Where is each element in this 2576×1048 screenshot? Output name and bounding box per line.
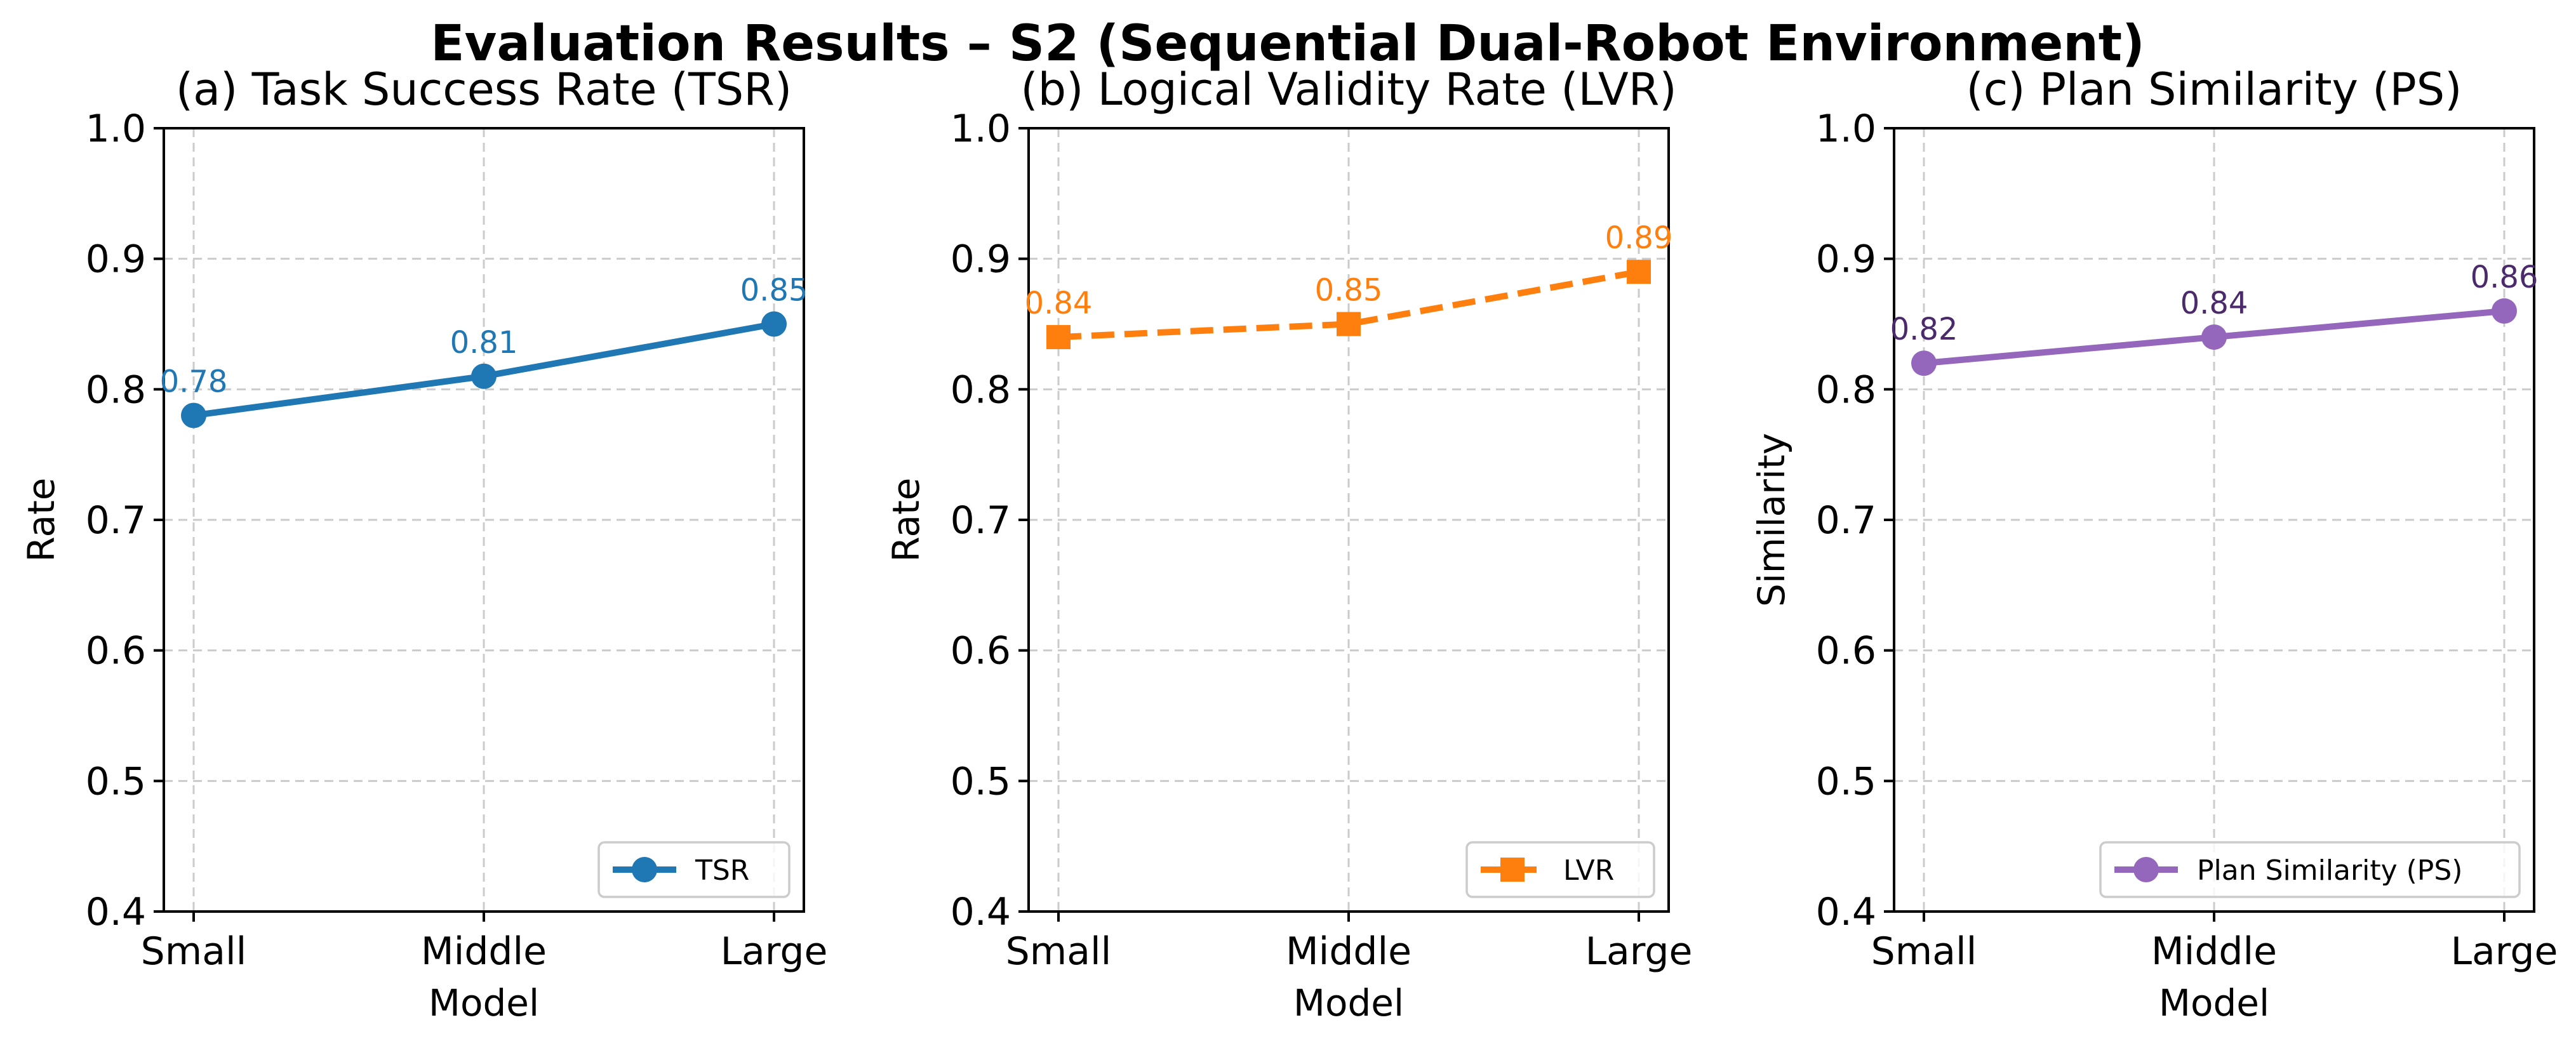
x-tick-label: Small: [1871, 929, 1977, 974]
y-axis-label: Rate: [884, 478, 928, 562]
x-tick-label: Middle: [421, 929, 547, 974]
legend-box: [597, 841, 791, 898]
chart-panel-2: 0.4 0.5 0.6 0.7 0.8 0.9 1.0 Small Middle Large (c)…: [1750, 63, 2558, 1025]
chart-panel-1: 0.4 0.5 0.6 0.7 0.8 0.9 1.0 Small Middle Large (b)…: [884, 63, 1692, 1025]
data-label: 0.84: [2180, 286, 2248, 321]
chart-title: (a) Task Success Rate (TSR): [176, 63, 792, 116]
data-label: 0.82: [1890, 312, 1958, 347]
series-0: 0.84 0.85 0.89: [1025, 220, 1673, 350]
legend-box: [2099, 841, 2521, 898]
data-label: 0.89: [1605, 220, 1673, 256]
y-tick-label: 0.6: [1816, 629, 1876, 673]
y-tick-label: 0.6: [951, 629, 1011, 673]
legend-box: [1465, 841, 1655, 898]
data-point: [181, 402, 206, 428]
data-label: 0.85: [1315, 273, 1383, 308]
y-tick-label: 0.7: [951, 498, 1011, 543]
x-tick-label: Middle: [2151, 929, 2277, 974]
legend-marker: [1500, 858, 1525, 882]
legend-label: Plan Similarity (PS): [2197, 854, 2462, 887]
y-tick-label: 0.9: [1816, 237, 1876, 282]
y-tick-label: 0.9: [951, 237, 1011, 282]
x-axis-label: Model: [429, 981, 539, 1025]
legend: LVR: [1465, 841, 1655, 898]
x-tick-label: Large: [721, 929, 828, 974]
x-axis-label: Model: [1293, 981, 1404, 1025]
y-axis-label: Similarity: [1750, 433, 1793, 607]
y-tick-label: 0.6: [86, 629, 146, 673]
data-point: [2492, 298, 2517, 324]
x-tick-label: Small: [141, 929, 247, 974]
y-tick-label: 0.7: [1816, 498, 1876, 543]
series-0: 0.78 0.81 0.85: [160, 273, 808, 428]
y-tick-label: 1.0: [951, 107, 1011, 151]
x-tick-label: Middle: [1286, 929, 1411, 974]
data-point: [1911, 350, 1937, 376]
figure-title: Evaluation Results – S2 (Sequential Dual…: [430, 15, 2144, 72]
series-0: 0.82 0.84 0.86: [1890, 260, 2539, 376]
data-label: 0.85: [740, 273, 808, 308]
y-tick-label: 0.5: [86, 759, 146, 804]
y-tick-label: 1.0: [86, 107, 146, 151]
chart-title: (c) Plan Similarity (PS): [1966, 63, 2462, 116]
data-point: [2201, 324, 2227, 350]
legend: Plan Similarity (PS): [2099, 841, 2521, 898]
data-label: 0.86: [2471, 260, 2539, 295]
data-label: 0.84: [1025, 286, 1093, 321]
x-axis-label: Model: [2159, 981, 2269, 1025]
y-tick-label: 0.8: [951, 368, 1011, 412]
y-tick-label: 0.4: [951, 890, 1011, 934]
y-tick-label: 1.0: [1816, 107, 1876, 151]
y-tick-label: 0.4: [86, 890, 146, 934]
legend-marker: [2133, 857, 2159, 882]
x-tick-label: Small: [1006, 929, 1112, 974]
legend-marker: [632, 857, 657, 882]
data-point: [1627, 260, 1651, 284]
y-tick-label: 0.8: [1816, 368, 1876, 412]
data-point: [471, 363, 497, 389]
y-tick-label: 0.9: [86, 237, 146, 282]
x-tick-label: Large: [2451, 929, 2558, 974]
data-label: 0.81: [450, 325, 518, 361]
y-tick-label: 0.4: [1816, 890, 1876, 934]
y-tick-label: 0.5: [1816, 759, 1876, 804]
legend-label: LVR: [1563, 854, 1614, 887]
y-tick-label: 0.8: [86, 368, 146, 412]
data-label: 0.78: [160, 364, 228, 399]
data-point: [761, 311, 787, 337]
y-tick-label: 0.5: [951, 759, 1011, 804]
legend: TSR: [597, 841, 791, 898]
chart-panel-0: 0.4 0.5 0.6 0.7 0.8 0.9 1.0 Small Middle Large (a)…: [20, 63, 827, 1025]
legend-label: TSR: [695, 854, 749, 887]
data-point: [1337, 312, 1361, 336]
chart-title: (b) Logical Validity Rate (LVR): [1020, 63, 1676, 116]
chart-panels: 0.4 0.5 0.6 0.7 0.8 0.9 1.0 Small Middle Large (a)…: [20, 63, 2558, 1025]
data-point: [1046, 325, 1071, 350]
y-axis-label: Rate: [20, 478, 63, 562]
x-tick-label: Large: [1585, 929, 1693, 974]
y-tick-label: 0.7: [86, 498, 146, 543]
